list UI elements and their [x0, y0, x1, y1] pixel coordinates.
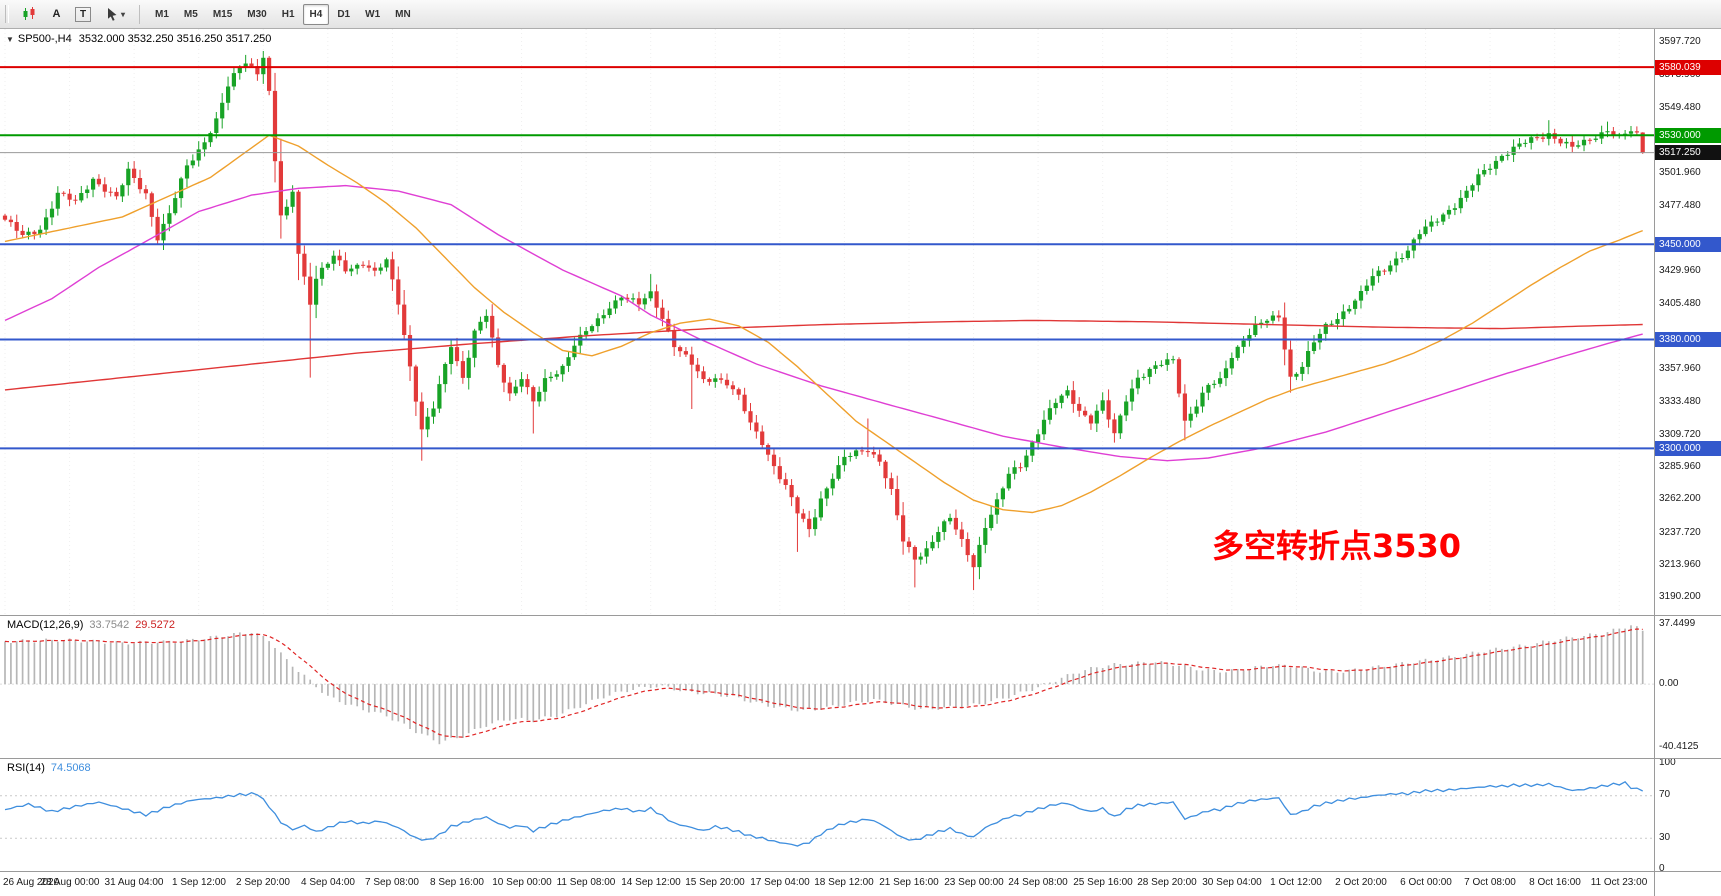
price-axis-tick: 3285.960 [1659, 461, 1701, 472]
candlestick-chart-icon-button[interactable] [16, 4, 44, 25]
rsi-axis-tick: 70 [1659, 789, 1671, 800]
time-axis-label: 1 Oct 12:00 [1270, 877, 1322, 888]
time-axis-label: 2 Sep 20:00 [236, 877, 290, 888]
price-axis-separator [1654, 29, 1655, 896]
time-axis-label: 28 Aug 00:00 [40, 877, 100, 888]
rsi-panel[interactable]: RSI(14) 74.5068 100 70 30 0 [0, 758, 1721, 871]
rsi-value: 74.5068 [50, 762, 91, 774]
rsi-svg [0, 780, 1654, 847]
chart-header-arrow-icon: ▼ [6, 35, 14, 44]
rsi-axis-tick: 30 [1659, 832, 1671, 843]
time-axis-label: 7 Oct 08:00 [1464, 877, 1516, 888]
macd-axis-tick: 0.00 [1659, 678, 1679, 689]
timeframe-button-w1[interactable]: W1 [358, 4, 387, 25]
macd-panel[interactable]: MACD(12,26,9) 33.7542 29.5272 37.4499 0.00 -… [0, 615, 1721, 758]
time-axis-label: 4 Sep 04:00 [301, 877, 355, 888]
toolbar-grip[interactable] [5, 5, 9, 23]
macd-svg [0, 625, 1654, 745]
timeframe-button-m15[interactable]: M15 [206, 4, 239, 25]
price-axis-tick: 3501.960 [1659, 167, 1701, 178]
text-box-tool-label: T [75, 6, 91, 22]
cursor-tool-button[interactable]: ▾ [99, 4, 131, 25]
time-axis-label: 8 Oct 16:00 [1529, 877, 1581, 888]
timeframe-button-mn[interactable]: MN [388, 4, 418, 25]
macd-axis-tick: 37.4499 [1659, 618, 1696, 629]
time-axis-label: 1 Sep 12:00 [172, 877, 226, 888]
annotation-text: 多空转折点3530 [1212, 527, 1462, 565]
time-axis-label: 26 Aug 2020 [3, 877, 60, 888]
time-axis-label: 2 Oct 20:00 [1335, 877, 1387, 888]
price-badge-3517.250: 3517.250 [1655, 145, 1721, 160]
price-axis-tick: 3405.480 [1659, 298, 1701, 309]
time-axis-label: 23 Sep 00:00 [944, 877, 1004, 888]
price-axis-tick: 3262.200 [1659, 493, 1701, 504]
timeframe-button-h1[interactable]: H1 [275, 4, 302, 25]
cursor-icon [108, 7, 117, 21]
price-axis-tick: 3477.480 [1659, 200, 1701, 211]
time-axis-label: 11 Sep 08:00 [556, 877, 616, 888]
timeframe-button-h4[interactable]: H4 [302, 3, 330, 25]
price-axis-tick: 3309.720 [1659, 429, 1701, 440]
text-tool-button[interactable]: A [46, 4, 67, 25]
time-axis-label: 8 Sep 16:00 [430, 877, 484, 888]
price-badge-3380.000: 3380.000 [1655, 332, 1721, 347]
rsi-axis-tick: 0 [1659, 863, 1665, 871]
chevron-down-icon: ▾ [121, 9, 126, 19]
rsi-axis-tick: 100 [1659, 758, 1676, 768]
price-badge-3580.039: 3580.039 [1655, 60, 1721, 75]
text-box-tool-button[interactable]: T [69, 4, 97, 25]
time-axis-label: 14 Sep 12:00 [621, 877, 681, 888]
timeframe-button-d1[interactable]: D1 [330, 4, 357, 25]
rsi-label: RSI(14) 74.5068 [7, 762, 91, 774]
timeframe-buttons: M1 M5 M15 M30 H1 H4 D1 W1 MN [148, 3, 418, 25]
time-axis-label: 25 Sep 16:00 [1073, 877, 1133, 888]
time-axis-label: 10 Sep 00:00 [492, 877, 552, 888]
macd-name: MACD(12,26,9) [7, 619, 84, 631]
price-badge-3450.000: 3450.000 [1655, 237, 1721, 252]
top-toolbar: A T ▾ M1 M5 M15 M30 H1 H4 D1 W1 MN [0, 0, 1721, 29]
time-axis[interactable]: 26 Aug 2020 28 Aug 00:00 31 Aug 04:00 1 Sep… [0, 871, 1721, 896]
time-axis-label: 7 Sep 08:00 [365, 877, 419, 888]
time-axis-label: 17 Sep 04:00 [750, 877, 810, 888]
time-axis-label: 30 Sep 04:00 [1202, 877, 1262, 888]
time-axis-label: 18 Sep 12:00 [814, 877, 874, 888]
time-axis-label: 21 Sep 16:00 [879, 877, 939, 888]
timeframe-button-m1[interactable]: M1 [148, 4, 176, 25]
time-axis-label: 11 Oct 23:00 [1590, 877, 1648, 888]
price-axis-tick: 3333.480 [1659, 396, 1701, 407]
price-axis-tick: 3213.960 [1659, 559, 1701, 570]
timeframe-button-m5[interactable]: M5 [177, 4, 205, 25]
macd-label: MACD(12,26,9) 33.7542 29.5272 [7, 619, 175, 631]
price-chart-panel[interactable]: ▼ SP500-,H4 3532.000 3532.250 3516.250 351… [0, 29, 1721, 615]
candlestick-chart-icon [23, 7, 35, 20]
time-axis-label: 24 Sep 08:00 [1008, 877, 1068, 888]
chart-ohlc-values: 3532.000 3532.250 3516.250 3517.250 [78, 33, 272, 45]
price-axis-tick: 3429.960 [1659, 265, 1701, 276]
price-axis-tick: 3357.960 [1659, 363, 1701, 374]
price-axis-tick: 3597.720 [1659, 36, 1701, 47]
toolbar-separator [139, 4, 141, 24]
macd-main-value: 33.7542 [89, 619, 130, 631]
text-tool-label: A [52, 8, 61, 20]
time-axis-label: 15 Sep 20:00 [685, 877, 745, 888]
macd-signal-value: 29.5272 [135, 619, 175, 631]
price-axis-tick: 3549.480 [1659, 102, 1701, 113]
price-axis-tick: 3190.200 [1659, 591, 1701, 602]
time-axis-label: 28 Sep 20:00 [1137, 877, 1197, 888]
macd-axis-tick: -40.4125 [1659, 741, 1699, 752]
price-badge-3300.000: 3300.000 [1655, 441, 1721, 456]
price-axis-tick: 3237.720 [1659, 527, 1701, 538]
chart-symbol-timeframe: SP500-,H4 [17, 33, 72, 45]
time-axis-label: 6 Oct 00:00 [1400, 877, 1452, 888]
time-axis-label: 31 Aug 04:00 [104, 877, 164, 888]
chart-header: ▼ SP500-,H4 3532.000 3532.250 3516.250 351… [6, 33, 271, 45]
price-badge-3530.000: 3530.000 [1655, 128, 1721, 143]
rsi-name: RSI(14) [7, 762, 45, 774]
price-chart-svg [0, 29, 1654, 615]
timeframe-button-m30[interactable]: M30 [240, 4, 273, 25]
